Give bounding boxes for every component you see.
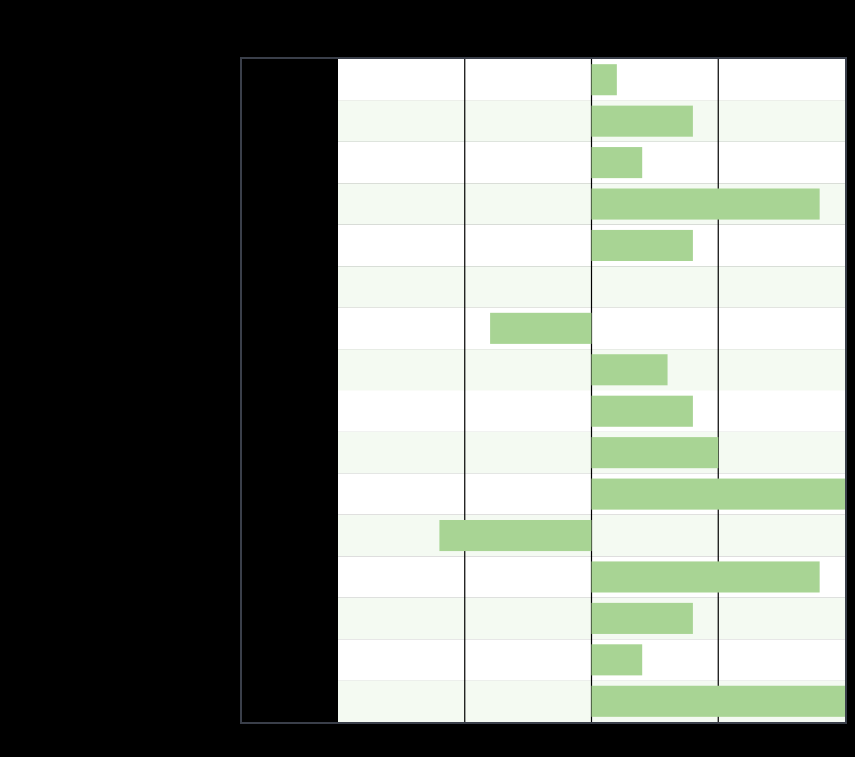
bar [591,105,693,137]
bar [591,685,845,717]
bar [591,437,719,469]
bar [490,312,592,344]
bar [439,519,592,552]
bar [591,354,668,386]
bar [591,188,820,220]
plot-frame [240,57,847,724]
bar [591,395,693,427]
bar [591,644,643,676]
bar [591,478,845,510]
bar [591,561,820,593]
bar [591,147,643,179]
bar [591,229,693,262]
label-column [242,59,338,722]
bar [591,602,693,634]
bar [591,64,617,96]
